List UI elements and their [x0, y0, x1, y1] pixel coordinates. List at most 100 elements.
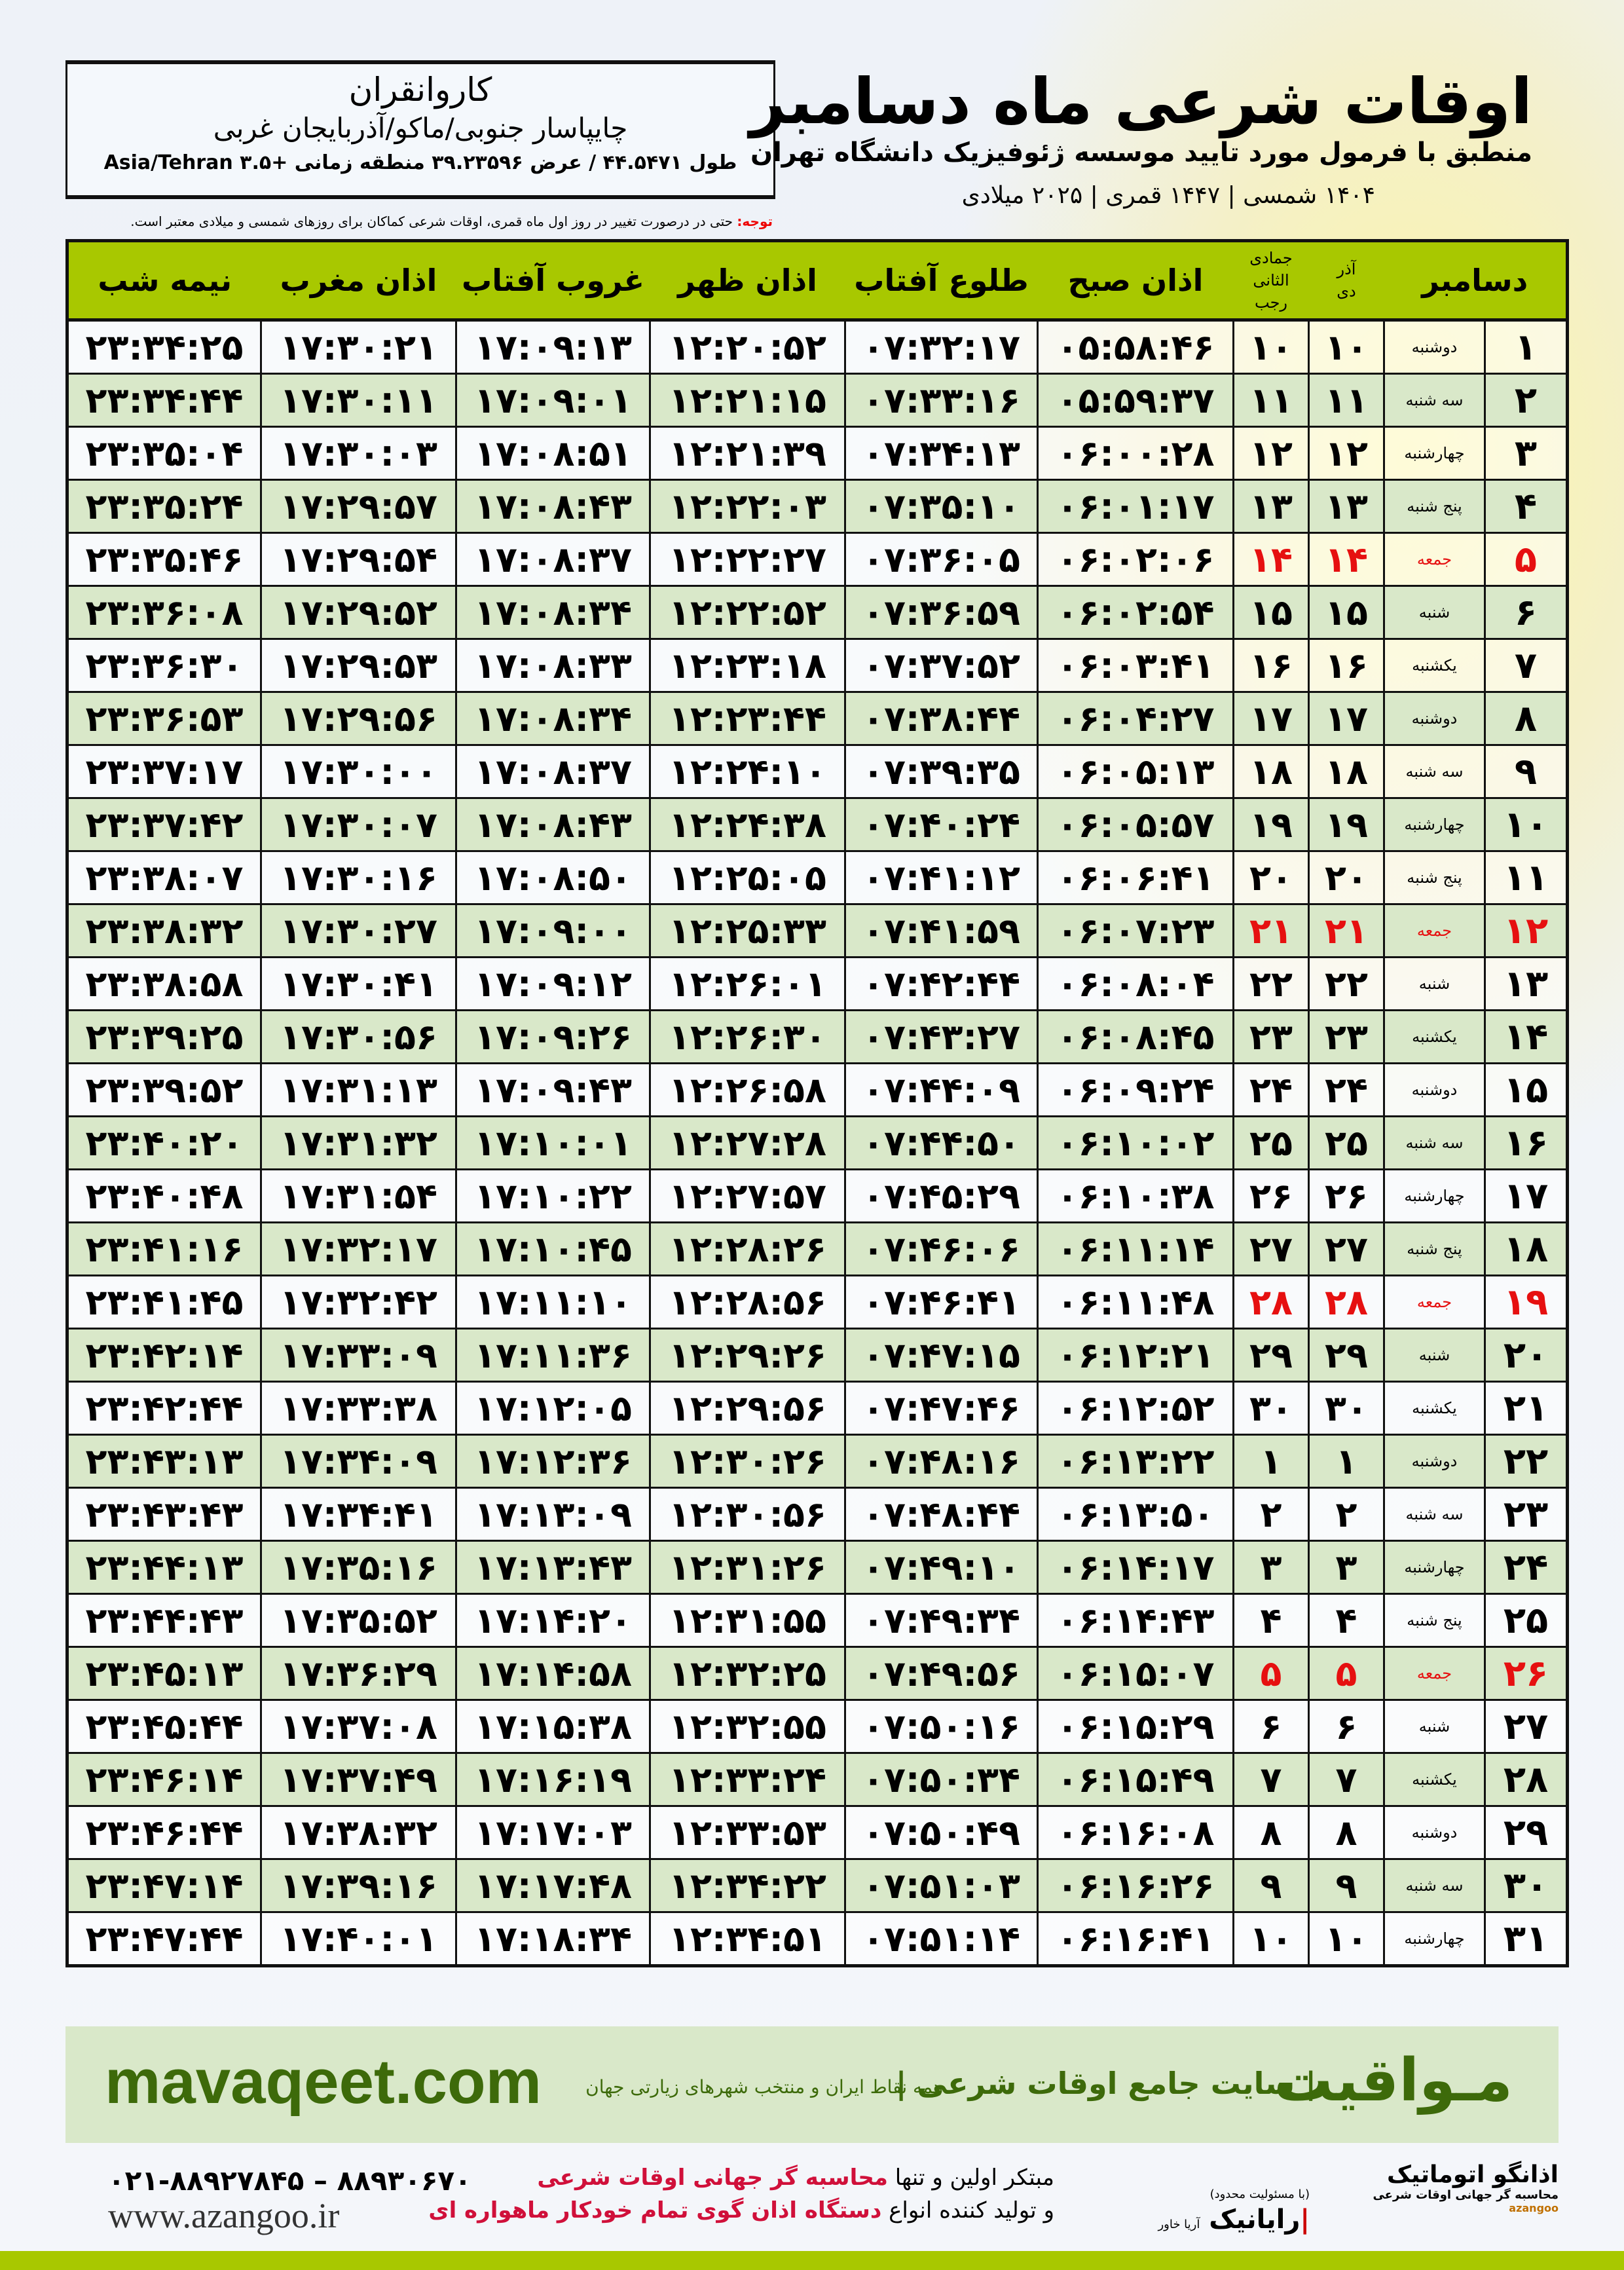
- zohr-time: ۱۲:۲۶:۳۰: [649, 1009, 846, 1064]
- qamari-date: ۲۶: [1232, 1168, 1310, 1223]
- weekday: چهارشنبه: [1383, 426, 1486, 481]
- sobh-time: ۰۵:۵۸:۴۶: [1037, 319, 1234, 375]
- logo2-sub: آریا خاور: [1158, 2218, 1200, 2231]
- day-number: ۱۵: [1484, 1062, 1568, 1117]
- ghoroob-time: ۱۷:۰۸:۳۷: [455, 532, 651, 587]
- table-row: ۱۴ یکشنبه ۲۳ ۲۳ ۰۶:۰۸:۴۵ ۰۷:۴۳:۲۷ ۱۲:۲۶:۳۰ ۱۷:۰…: [66, 1009, 1568, 1064]
- nimeshab-time: ۲۳:۳۶:۵۳: [66, 691, 262, 746]
- ghoroob-time: ۱۷:۱۰:۲۲: [455, 1168, 651, 1223]
- maghreb-time: ۱۷:۳۵:۱۶: [260, 1540, 457, 1595]
- nimeshab-time: ۲۳:۴۲:۱۴: [66, 1328, 262, 1383]
- shamsi-date: ۱۴: [1308, 532, 1385, 587]
- phone-numbers: ۰۲۱-۸۸۹۲۷۸۴۵ – ۸۸۹۳۰۶۷۰: [108, 2165, 471, 2197]
- ghoroob-time: ۱۷:۰۸:۳۴: [455, 585, 651, 640]
- qamari-date: ۸: [1232, 1805, 1310, 1860]
- qamari-date: ۱۰: [1232, 1911, 1310, 1967]
- ghoroob-time: ۱۷:۰۹:۱۳: [455, 319, 651, 375]
- qamari-date: ۲۱: [1232, 903, 1310, 958]
- day-number: ۲۶: [1484, 1646, 1568, 1701]
- zohr-time: ۱۲:۲۶:۵۸: [649, 1062, 846, 1117]
- sobh-time: ۰۶:۰۱:۱۷: [1037, 479, 1234, 534]
- shamsi-date: ۳۰: [1308, 1381, 1385, 1436]
- day-number: ۱۱: [1484, 850, 1568, 905]
- zohr-time: ۱۲:۲۲:۰۳: [649, 479, 846, 534]
- ghoroob-time: ۱۷:۱۱:۳۶: [455, 1328, 651, 1383]
- weekday: چهارشنبه: [1383, 797, 1486, 852]
- header-shamsi-top: آذر: [1337, 260, 1356, 278]
- logo2-name: رایانیک: [1209, 2205, 1301, 2235]
- qamari-date: ۷: [1232, 1752, 1310, 1807]
- maghreb-time: ۱۷:۳۲:۴۲: [260, 1275, 457, 1330]
- weekday: پنج شنبه: [1383, 1593, 1486, 1648]
- sobh-time: ۰۶:۱۲:۲۱: [1037, 1328, 1234, 1383]
- shamsi-date: ۲: [1308, 1487, 1385, 1542]
- day-number: ۵: [1484, 532, 1568, 587]
- weekday: دوشنبه: [1383, 691, 1486, 746]
- table-row: ۲۴ چهارشنبه ۳ ۳ ۰۶:۱۴:۱۷ ۰۷:۴۹:۱۰ ۱۲:۳۱:۲۶ ۱۷:۱…: [66, 1540, 1568, 1595]
- note-label: توجه:: [737, 214, 773, 229]
- day-number: ۲۸: [1484, 1752, 1568, 1807]
- zohr-time: ۱۲:۲۸:۲۶: [649, 1221, 846, 1276]
- toloo-time: ۰۷:۴۷:۴۶: [844, 1381, 1039, 1436]
- maghreb-time: ۱۷:۴۰:۰۱: [260, 1911, 457, 1967]
- table-row: ۱۳ شنبه ۲۲ ۲۲ ۰۶:۰۸:۰۴ ۰۷:۴۲:۴۴ ۱۲:۲۶:۰۱ ۱۷:۰۹:…: [66, 956, 1568, 1011]
- note-text: حتی در درصورت تغییر در روز اول ماه قمری،…: [130, 214, 737, 229]
- city-name: کاروانقران: [348, 71, 492, 109]
- zohr-time: ۱۲:۲۱:۱۵: [649, 373, 846, 428]
- nimeshab-time: ۲۳:۴۴:۴۳: [66, 1593, 262, 1648]
- toloo-time: ۰۷:۳۷:۵۲: [844, 638, 1039, 693]
- day-number: ۶: [1484, 585, 1568, 640]
- nimeshab-time: ۲۳:۳۸:۳۲: [66, 903, 262, 958]
- sobh-time: ۰۶:۰۳:۴۱: [1037, 638, 1234, 693]
- toloo-time: ۰۷:۳۸:۴۴: [844, 691, 1039, 746]
- weekday: سه شنبه: [1383, 744, 1486, 799]
- zohr-time: ۱۲:۲۶:۰۱: [649, 956, 846, 1011]
- nimeshab-time: ۲۳:۳۸:۰۷: [66, 850, 262, 905]
- ghoroob-time: ۱۷:۰۸:۳۴: [455, 691, 651, 746]
- weekday: چهارشنبه: [1383, 1168, 1486, 1223]
- day-number: ۹: [1484, 744, 1568, 799]
- maghreb-time: ۱۷:۳۳:۳۸: [260, 1381, 457, 1436]
- day-number: ۲۰: [1484, 1328, 1568, 1383]
- table-row: ۸ دوشنبه ۱۷ ۱۷ ۰۶:۰۴:۲۷ ۰۷:۳۸:۴۴ ۱۲:۲۳:۴۴ ۱۷:۰۸…: [66, 691, 1568, 746]
- site-link[interactable]: mavaqeet.com: [105, 2047, 542, 2117]
- qamari-date: ۲۴: [1232, 1062, 1310, 1117]
- zohr-time: ۱۲:۳۴:۲۲: [649, 1858, 846, 1913]
- sobh-time: ۰۶:۱۲:۵۲: [1037, 1381, 1234, 1436]
- maghreb-time: ۱۷:۲۹:۵۴: [260, 532, 457, 587]
- coordinates: طول ۴۴.۵۴۷۱ / عرض ۳۹.۲۳۵۹۶ منطقه زمانی +…: [103, 151, 737, 174]
- toloo-time: ۰۷:۴۴:۵۰: [844, 1115, 1039, 1170]
- shamsi-date: ۲۰: [1308, 850, 1385, 905]
- nimeshab-time: ۲۳:۴۱:۴۵: [66, 1275, 262, 1330]
- shamsi-date: ۱۶: [1308, 638, 1385, 693]
- day-number: ۱۲: [1484, 903, 1568, 958]
- maghreb-time: ۱۷:۳۴:۰۹: [260, 1434, 457, 1489]
- zohr-time: ۱۲:۲۹:۵۶: [649, 1381, 846, 1436]
- shamsi-date: ۱۸: [1308, 744, 1385, 799]
- ghoroob-time: ۱۷:۱۴:۵۸: [455, 1646, 651, 1701]
- header-qamari-top: جمادی الثانی: [1249, 249, 1293, 289]
- maghreb-time: ۱۷:۳۸:۳۲: [260, 1805, 457, 1860]
- zohr-time: ۱۲:۳۲:۵۵: [649, 1699, 846, 1754]
- banner-tagline: | سایت جامع اوقات شرعی |: [895, 2066, 1316, 2101]
- shamsi-date: ۹: [1308, 1858, 1385, 1913]
- sobh-time: ۰۶:۱۵:۰۷: [1037, 1646, 1234, 1701]
- table-row: ۵ جمعه ۱۴ ۱۴ ۰۶:۰۲:۰۶ ۰۷:۳۶:۰۵ ۱۲:۲۲:۲۷ ۱۷:۰۸:۳…: [66, 532, 1568, 587]
- table-row: ۲۳ سه شنبه ۲ ۲ ۰۶:۱۳:۵۰ ۰۷:۴۸:۴۴ ۱۲:۳۰:۵۶ ۱۷:۱۳…: [66, 1487, 1568, 1542]
- zohr-time: ۱۲:۲۵:۳۳: [649, 903, 846, 958]
- maghreb-time: ۱۷:۲۹:۵۷: [260, 479, 457, 534]
- nimeshab-time: ۲۳:۴۴:۱۳: [66, 1540, 262, 1595]
- shamsi-date: ۳: [1308, 1540, 1385, 1595]
- sobh-time: ۰۶:۰۵:۵۷: [1037, 797, 1234, 852]
- table-row: ۱۶ سه شنبه ۲۵ ۲۵ ۰۶:۱۰:۰۲ ۰۷:۴۴:۵۰ ۱۲:۲۷:۲۸ ۱۷:…: [66, 1115, 1568, 1170]
- website-link[interactable]: www.azangoo.ir: [108, 2196, 340, 2235]
- mavaqeet-banner: مـواقیت | سایت جامع اوقات شرعی | همه نقا…: [65, 2026, 1559, 2143]
- toloo-time: ۰۷:۴۶:۴۱: [844, 1275, 1039, 1330]
- table-row: ۳۱ چهارشنبه ۱۰ ۱۰ ۰۶:۱۶:۴۱ ۰۷:۵۱:۱۴ ۱۲:۳۴:۵۱ ۱۷…: [66, 1911, 1568, 1967]
- shamsi-date: ۷: [1308, 1752, 1385, 1807]
- rayanik-logo: (با مسئولیت محدود) |رایانیک آریا خاور: [1158, 2187, 1310, 2235]
- day-number: ۴: [1484, 479, 1568, 534]
- prayer-times-table: دسامبر آذر دی جمادی الثانی رجب اذان صبح طل…: [65, 239, 1569, 1967]
- zohr-time: ۱۲:۳۲:۲۵: [649, 1646, 846, 1701]
- maghreb-time: ۱۷:۳۱:۱۳: [260, 1062, 457, 1117]
